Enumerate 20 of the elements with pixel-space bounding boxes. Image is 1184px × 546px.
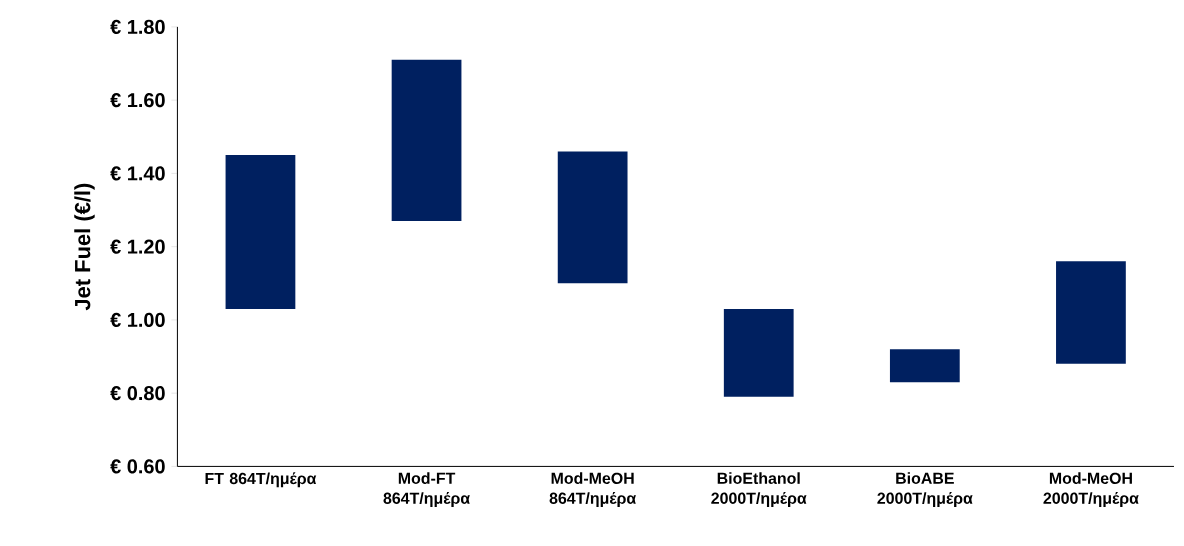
y-tick-label: € 1.80: [110, 19, 165, 34]
x-tick-label: Mod-MeOH 864T/ημέρα: [549, 472, 637, 507]
y-tick-label: € 1.20: [110, 239, 165, 254]
y-tick-label: € 0.60: [110, 459, 165, 474]
y-tick-label: € 1.00: [110, 312, 165, 327]
y-tick-label: € 1.60: [110, 93, 165, 108]
bar: [391, 59, 462, 221]
y-tick-label: € 0.80: [110, 386, 165, 401]
bar: [889, 349, 960, 383]
bar: [225, 155, 296, 309]
y-tick-label: € 1.40: [110, 166, 165, 181]
x-tick-label: Mod-FT 864T/ημέρα: [383, 472, 470, 507]
x-tick-label: Mod-MeOH 2000T/ημέρα: [1043, 472, 1139, 507]
y-axis-title: Jet Fuel (€/l): [74, 183, 95, 311]
bar: [1056, 261, 1126, 364]
bar: [557, 151, 628, 284]
x-tick-label: FT 864T/ημέρα: [205, 472, 317, 488]
x-tick-label: BioABE 2000T/ημέρα: [877, 472, 973, 507]
bar: [723, 308, 794, 397]
x-tick-label: BioEthanol 2000T/ημέρα: [711, 472, 807, 507]
